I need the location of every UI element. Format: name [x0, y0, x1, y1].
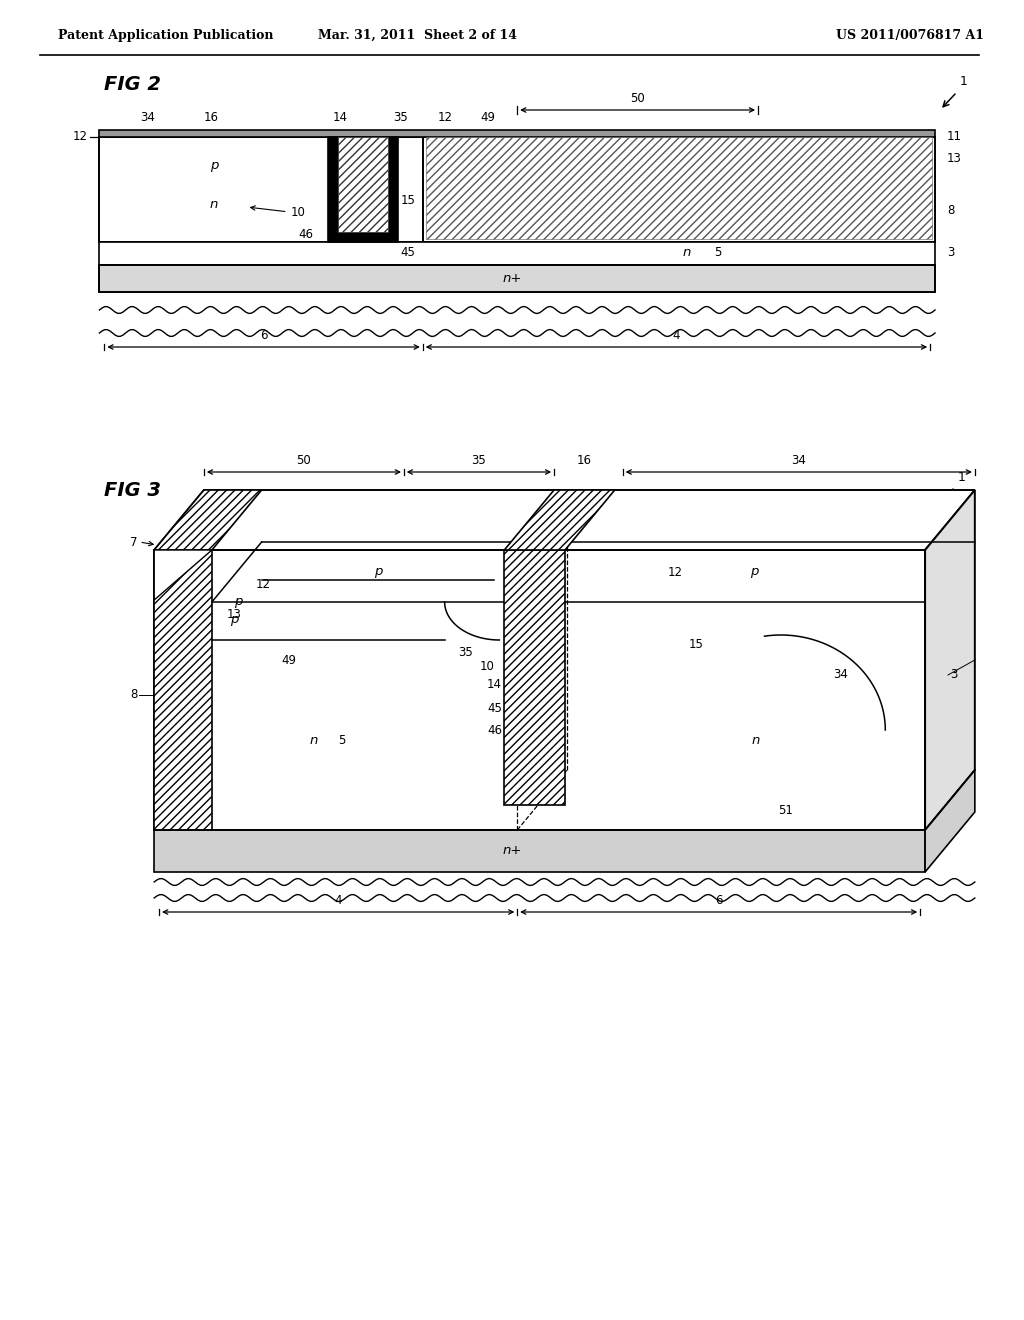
- Text: 50: 50: [630, 92, 645, 106]
- Text: 46: 46: [486, 723, 502, 737]
- Text: 12: 12: [668, 565, 682, 578]
- Text: 5: 5: [714, 247, 722, 260]
- Text: Mar. 31, 2011  Sheet 2 of 14: Mar. 31, 2011 Sheet 2 of 14: [318, 29, 517, 41]
- Text: n+: n+: [503, 845, 522, 858]
- Text: p: p: [229, 614, 238, 627]
- Text: 8: 8: [947, 203, 954, 216]
- Bar: [426, 137, 932, 239]
- Text: 12: 12: [73, 131, 87, 144]
- Text: 49: 49: [480, 111, 495, 124]
- Text: 51: 51: [778, 804, 794, 817]
- Text: 7: 7: [130, 536, 137, 549]
- Text: 13: 13: [226, 609, 242, 620]
- Text: p: p: [750, 565, 758, 578]
- Polygon shape: [925, 490, 975, 830]
- Polygon shape: [155, 550, 212, 601]
- Text: 34: 34: [792, 454, 806, 467]
- Text: 35: 35: [393, 111, 409, 124]
- Text: 4: 4: [673, 329, 680, 342]
- Text: 3: 3: [947, 247, 954, 260]
- Text: n: n: [210, 198, 218, 211]
- Polygon shape: [505, 490, 614, 550]
- Text: p: p: [210, 158, 218, 172]
- Bar: [423, 137, 935, 242]
- Text: 45: 45: [487, 701, 502, 714]
- Text: 16: 16: [204, 111, 218, 124]
- Text: 8: 8: [130, 689, 137, 701]
- Text: n: n: [682, 247, 690, 260]
- Text: 10: 10: [251, 206, 305, 219]
- Text: 45: 45: [400, 246, 415, 259]
- Bar: [505, 550, 565, 805]
- Polygon shape: [925, 770, 975, 873]
- Text: 12: 12: [256, 578, 271, 591]
- Text: 49: 49: [281, 653, 296, 667]
- Text: n: n: [752, 734, 760, 747]
- Text: p: p: [461, 140, 469, 153]
- Text: 14: 14: [333, 111, 348, 124]
- Text: 15: 15: [689, 639, 703, 652]
- Text: 5: 5: [338, 734, 345, 747]
- Text: p: p: [234, 595, 243, 609]
- Text: 6: 6: [715, 894, 723, 907]
- Text: FIG 3: FIG 3: [104, 480, 162, 499]
- Text: 3: 3: [950, 668, 957, 681]
- Text: 14: 14: [486, 678, 502, 692]
- Text: 4: 4: [335, 894, 342, 907]
- Text: 10: 10: [480, 660, 495, 673]
- Bar: [99, 129, 935, 137]
- Bar: [155, 550, 925, 830]
- Text: 15: 15: [400, 194, 416, 206]
- Bar: [329, 137, 398, 242]
- Text: 34: 34: [140, 111, 155, 124]
- Bar: [338, 137, 388, 232]
- Text: 35: 35: [458, 645, 473, 659]
- Text: 12: 12: [438, 111, 454, 124]
- Text: 50: 50: [297, 454, 311, 467]
- Bar: [99, 265, 935, 292]
- Bar: [99, 137, 423, 242]
- Text: FIG 2: FIG 2: [104, 75, 162, 95]
- Text: 35: 35: [472, 454, 486, 467]
- Text: 34: 34: [834, 668, 848, 681]
- Text: Patent Application Publication: Patent Application Publication: [57, 29, 273, 41]
- Polygon shape: [155, 490, 261, 550]
- Text: n+: n+: [503, 272, 522, 285]
- Text: 6: 6: [260, 329, 267, 342]
- Bar: [155, 830, 925, 873]
- Bar: [99, 242, 935, 265]
- Text: n: n: [309, 734, 317, 747]
- Text: 15: 15: [154, 813, 169, 826]
- Text: US 2011/0076817 A1: US 2011/0076817 A1: [836, 29, 984, 41]
- Polygon shape: [155, 490, 975, 550]
- Bar: [155, 550, 212, 830]
- Text: 1: 1: [959, 75, 968, 88]
- Text: 1: 1: [957, 471, 966, 484]
- Text: 46: 46: [298, 228, 313, 242]
- Text: p: p: [687, 169, 695, 181]
- Text: p: p: [374, 565, 382, 578]
- Text: 13: 13: [947, 152, 962, 165]
- Text: 11: 11: [947, 131, 962, 144]
- Text: 16: 16: [577, 454, 592, 467]
